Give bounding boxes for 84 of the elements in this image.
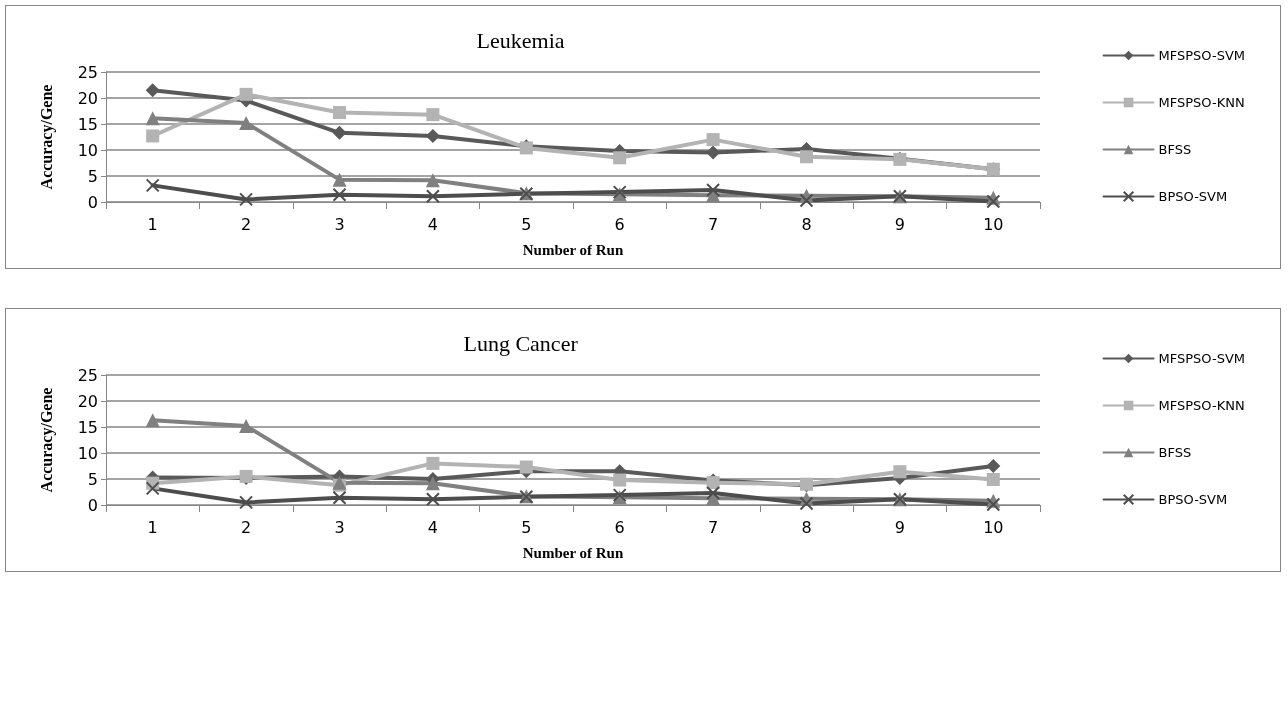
y-tick-label: 5 <box>87 469 98 489</box>
point <box>986 473 1000 487</box>
point <box>986 497 1001 512</box>
point <box>613 473 627 487</box>
point <box>425 128 440 143</box>
point <box>145 481 160 496</box>
x-tick-label: 4 <box>427 517 438 537</box>
legend-label: MFSPSO-KNN <box>1158 398 1245 413</box>
x-tick-label: 7 <box>708 517 719 537</box>
point <box>425 476 440 491</box>
point <box>146 129 160 143</box>
x-tick-label: 6 <box>614 214 625 234</box>
point <box>239 115 254 130</box>
y-tick-label: 10 <box>77 443 98 463</box>
point <box>986 459 1001 473</box>
x-tick-label: 7 <box>708 214 719 234</box>
x-tick-label: 3 <box>334 214 345 234</box>
point <box>613 151 627 165</box>
point <box>426 456 440 470</box>
x-axis-title: Number of Run <box>522 241 624 258</box>
x-tick-label: 10 <box>983 214 1004 234</box>
point <box>986 194 1001 209</box>
y-tick-label: 10 <box>77 140 98 160</box>
x-tick-label: 9 <box>894 517 905 537</box>
y-tick-label: 15 <box>77 417 98 437</box>
y-axis-title: Accuracy/Gene <box>37 84 56 190</box>
x-tick-label: 8 <box>801 517 812 537</box>
legend-label: BFSS <box>1158 445 1192 460</box>
point <box>425 189 440 204</box>
x-tick-label: 1 <box>147 214 158 234</box>
x-tick-label: 5 <box>521 214 532 234</box>
point <box>332 172 347 187</box>
point <box>426 108 440 122</box>
point <box>145 178 160 193</box>
y-tick-label: 0 <box>87 495 98 515</box>
point <box>893 465 907 479</box>
point <box>425 492 440 507</box>
point <box>706 145 721 160</box>
point <box>706 133 720 147</box>
chart-title: Lung Cancer <box>463 330 579 356</box>
legend-label: BFSS <box>1158 142 1192 157</box>
x-tick-label: 2 <box>241 517 252 537</box>
legend-label: BPSO-SVM <box>1158 492 1228 507</box>
point <box>333 106 346 120</box>
x-tick-label: 3 <box>334 517 345 537</box>
y-tick-label: 5 <box>87 166 98 186</box>
x-tick-label: 9 <box>894 214 905 234</box>
point <box>332 125 347 140</box>
x-tick-label: 8 <box>801 214 812 234</box>
point <box>145 413 160 428</box>
y-tick-label: 20 <box>77 88 98 108</box>
x-tick-label: 2 <box>241 214 252 234</box>
y-tick-label: 0 <box>87 192 98 212</box>
point <box>332 490 347 505</box>
x-axis-title: Number of Run <box>522 544 624 561</box>
point <box>425 173 440 188</box>
point <box>706 486 721 501</box>
x-tick-label: 5 <box>521 517 532 537</box>
point <box>145 111 160 126</box>
point <box>799 496 814 511</box>
x-tick-label: 1 <box>147 517 158 537</box>
point <box>519 460 533 474</box>
legend-label: MFSPSO-SVM <box>1158 351 1246 366</box>
point <box>145 83 160 98</box>
point <box>239 87 253 101</box>
y-tick-label: 15 <box>77 114 98 134</box>
legend-label: MFSPSO-SVM <box>1158 48 1246 63</box>
y-tick-label: 25 <box>77 365 98 385</box>
y-tick-label: 20 <box>77 391 98 411</box>
x-tick-label: 4 <box>427 214 438 234</box>
point <box>239 495 254 510</box>
point <box>239 192 254 207</box>
chart-title: Leukemia <box>476 27 565 53</box>
point <box>332 187 347 202</box>
y-tick-label: 25 <box>77 62 98 82</box>
x-tick-label: 6 <box>614 517 625 537</box>
point <box>799 193 814 208</box>
legend-label: MFSPSO-KNN <box>1158 95 1245 110</box>
point <box>706 183 721 198</box>
point <box>239 418 254 433</box>
y-axis-title: Accuracy/Gene <box>37 387 56 493</box>
x-tick-label: 10 <box>983 517 1004 537</box>
point <box>800 150 813 164</box>
legend-label: BPSO-SVM <box>1158 189 1228 204</box>
